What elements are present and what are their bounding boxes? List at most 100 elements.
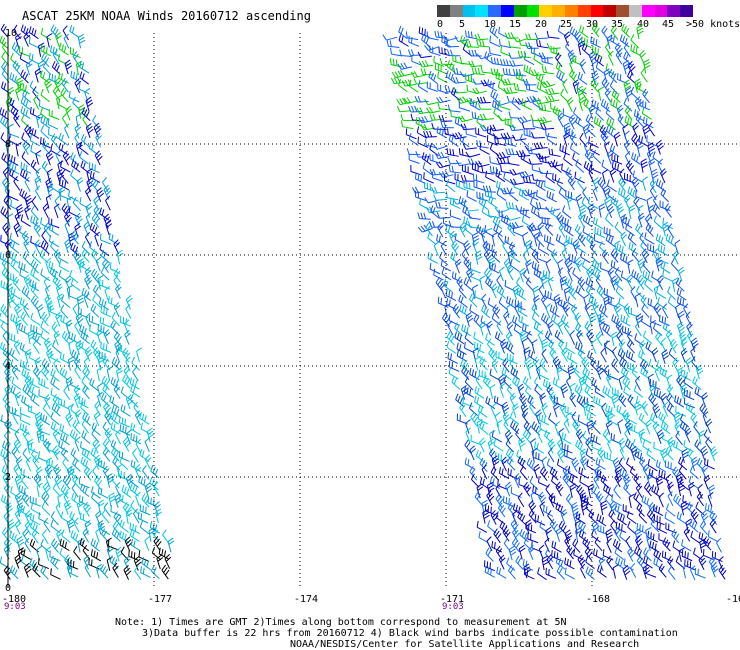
wind-barb	[660, 188, 670, 203]
wind-barb	[30, 284, 39, 299]
wind-barb	[653, 557, 664, 570]
wind-barb	[431, 122, 445, 131]
wind-barb	[496, 419, 503, 435]
wind-barb	[586, 123, 596, 138]
wind-barb	[472, 284, 479, 299]
wind-barb	[658, 469, 669, 482]
wind-barb	[91, 268, 100, 284]
wind-barb	[70, 242, 80, 257]
wind-barb	[20, 214, 31, 227]
wind-barb	[583, 141, 590, 156]
legend-swatch	[564, 5, 578, 17]
wind-barb	[102, 383, 111, 398]
wind-barb	[525, 277, 534, 292]
wind-barb	[607, 438, 613, 454]
legend-label: 25	[560, 19, 573, 30]
wind-barb	[563, 152, 573, 167]
wind-barb	[700, 445, 709, 461]
wind-barb	[44, 284, 51, 300]
wind-barb	[593, 474, 600, 490]
wind-barb	[632, 170, 644, 183]
wind-barb	[544, 330, 554, 345]
wind-barb	[544, 221, 554, 236]
wind-barb	[512, 36, 528, 43]
wind-barb	[500, 187, 515, 195]
wind-barb	[515, 71, 527, 83]
wind-barb	[584, 302, 592, 318]
wind-barb	[622, 215, 633, 229]
wind-barb	[560, 509, 568, 524]
wind-barb	[115, 347, 122, 363]
wind-barb	[680, 338, 688, 354]
wind-barb	[102, 447, 111, 462]
wind-barb	[614, 503, 625, 517]
wind-barb	[577, 176, 585, 192]
wind-barb	[469, 367, 480, 381]
wind-barb	[485, 547, 494, 562]
wind-barb	[647, 458, 658, 472]
wind-barb	[0, 414, 10, 425]
wind-barb	[567, 266, 573, 282]
wind-barb	[391, 70, 407, 79]
wind-barb	[68, 340, 75, 355]
wind-barb	[22, 251, 31, 266]
wind-barb	[131, 356, 141, 371]
wind-barb	[120, 546, 129, 561]
wind-barb	[468, 60, 483, 68]
y-tick-label: 0	[5, 583, 11, 594]
wind-barb	[60, 511, 71, 524]
wind-barb	[468, 220, 481, 229]
wind-barb	[137, 511, 149, 524]
wind-barb	[83, 501, 92, 517]
wind-barb	[436, 212, 451, 219]
wind-barb	[398, 25, 408, 40]
wind-barb	[560, 383, 569, 399]
wind-barb	[632, 438, 643, 453]
wind-barb	[541, 55, 554, 65]
wind-barb	[398, 78, 408, 93]
wind-barb	[9, 240, 20, 254]
wind-barb	[15, 33, 22, 48]
wind-barb	[39, 433, 51, 445]
wind-barb	[390, 47, 403, 57]
wind-barb	[602, 323, 612, 337]
wind-barb	[40, 330, 51, 344]
wind-barb	[24, 176, 31, 192]
wind-barb	[45, 257, 52, 273]
wind-barb	[575, 193, 583, 209]
wind-barb	[556, 458, 568, 471]
wind-barb	[455, 159, 471, 167]
wind-barb	[630, 34, 639, 49]
wind-barb	[84, 519, 92, 535]
wind-barb	[0, 280, 11, 293]
wind-barb	[503, 87, 518, 95]
wind-barb	[429, 143, 439, 157]
wind-barb	[614, 546, 624, 561]
wind-barb	[603, 295, 611, 310]
wind-barb	[63, 211, 72, 227]
wind-barb	[141, 557, 152, 571]
wind-barb	[460, 174, 475, 182]
wind-barb	[601, 249, 609, 265]
wind-barb	[506, 456, 516, 471]
wind-barb	[24, 348, 32, 364]
wind-barb	[500, 165, 513, 174]
wind-barb	[499, 266, 505, 282]
wind-barb	[484, 504, 496, 516]
wind-barb	[648, 392, 657, 408]
wind-barb	[543, 429, 553, 444]
wind-barb	[572, 106, 582, 121]
wind-barb	[94, 231, 101, 247]
wind-barb	[11, 376, 22, 390]
wind-barb	[167, 537, 175, 553]
wind-barb	[36, 482, 43, 498]
wind-barb	[125, 303, 132, 319]
wind-barb	[470, 411, 479, 427]
wind-barb	[76, 294, 85, 310]
wind-barb	[538, 413, 550, 426]
wind-barb	[546, 42, 561, 50]
wind-barb	[433, 241, 440, 257]
wind-barb	[648, 158, 656, 173]
wind-barb	[115, 481, 121, 497]
wind-barb	[523, 53, 535, 66]
